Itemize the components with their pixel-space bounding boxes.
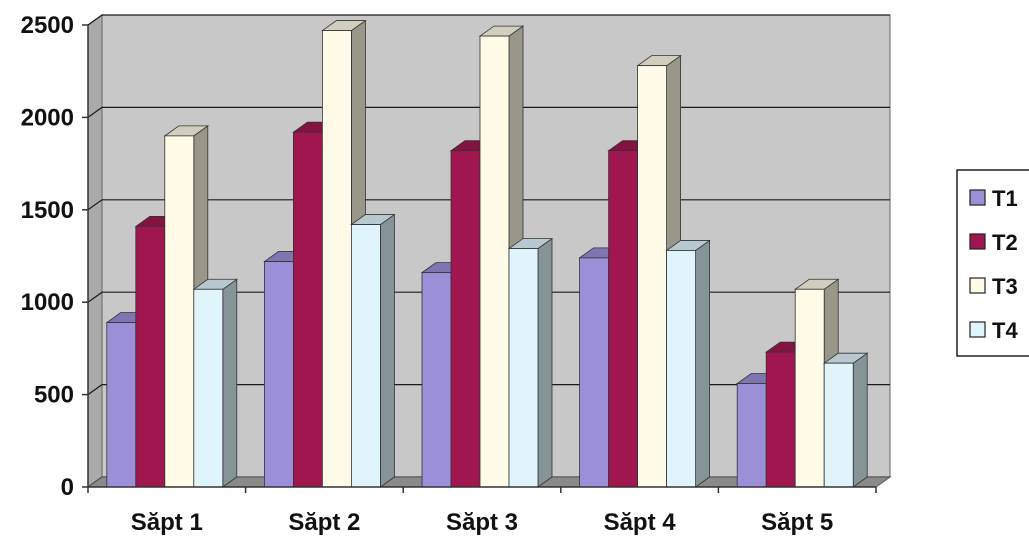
- legend-label: T3: [992, 274, 1018, 299]
- bar-t4-4: [665, 239, 711, 488]
- legend-item-t3: T3: [969, 274, 1018, 299]
- legend-swatch: [969, 277, 986, 294]
- y-axis: 0 500 1000 1500 2000 2500: [21, 12, 89, 501]
- legend-item-t1: T1: [969, 186, 1018, 211]
- legend-label: T2: [992, 230, 1018, 255]
- bar-front-face: [579, 257, 609, 488]
- bar-front-face: [263, 261, 294, 488]
- bar-t4-2: [350, 213, 396, 488]
- y-tick-label: 2500: [21, 12, 74, 39]
- bar-front-face: [479, 35, 510, 488]
- y-tick-label: 1500: [21, 197, 74, 224]
- bar-front-face: [350, 224, 381, 488]
- legend-swatch: [969, 233, 986, 250]
- x-axis: Săpt 1 Săpt 2 Săpt 3 Săpt 4 Săpt 5: [87, 486, 877, 536]
- bar-side-face: [695, 239, 710, 488]
- bar-side-face: [222, 278, 238, 488]
- bar-front-face: [736, 383, 767, 488]
- plot-side-wall: [87, 14, 103, 488]
- bar-front-face: [292, 131, 323, 488]
- bar-side-face: [537, 237, 553, 488]
- legend-label: T4: [992, 318, 1018, 343]
- bar-t4-5: [822, 352, 869, 488]
- legend-item-t2: T2: [969, 230, 1018, 255]
- x-tick-label: Săpt 3: [446, 509, 518, 536]
- legend: T1 T2 T3 T4: [956, 169, 1029, 357]
- legend-label: T1: [992, 186, 1018, 211]
- legend-swatch: [969, 321, 986, 338]
- bar-t4-3: [507, 237, 554, 488]
- legend-item-t4: T4: [969, 318, 1018, 343]
- bar-front-face: [193, 288, 224, 488]
- x-tick-label: Săpt 5: [761, 509, 833, 536]
- bar-front-face: [421, 272, 452, 488]
- bar-front-face: [508, 248, 539, 488]
- bar-front-face: [106, 322, 137, 488]
- bar-front-face: [450, 150, 481, 488]
- legend-swatch: [969, 189, 986, 206]
- gridline: [87, 14, 890, 26]
- bar-front-face: [608, 150, 638, 488]
- y-tick-label: 2000: [21, 104, 74, 131]
- bar-front-face: [321, 30, 352, 488]
- bar-front-face: [765, 351, 796, 488]
- x-tick-label: Săpt 2: [288, 509, 360, 536]
- legend-box: [956, 169, 1029, 357]
- y-tick-label: 0: [61, 474, 74, 501]
- bar-front-face: [823, 362, 854, 488]
- y-tick-label: 1000: [21, 289, 74, 316]
- bars: [105, 19, 869, 488]
- bar-t4-1: [192, 278, 239, 488]
- gridline: [87, 106, 890, 118]
- bar-front-face: [135, 226, 166, 488]
- bar-front-face: [637, 65, 667, 488]
- bar-front-face: [164, 135, 195, 488]
- x-tick-label: Săpt 1: [131, 509, 203, 536]
- y-tick-label: 500: [34, 382, 74, 409]
- bar-side-face: [852, 352, 868, 488]
- bar-side-face: [379, 213, 395, 488]
- x-tick-label: Săpt 4: [604, 509, 677, 536]
- bar-front-face: [794, 288, 825, 488]
- bar-front-face: [666, 250, 696, 488]
